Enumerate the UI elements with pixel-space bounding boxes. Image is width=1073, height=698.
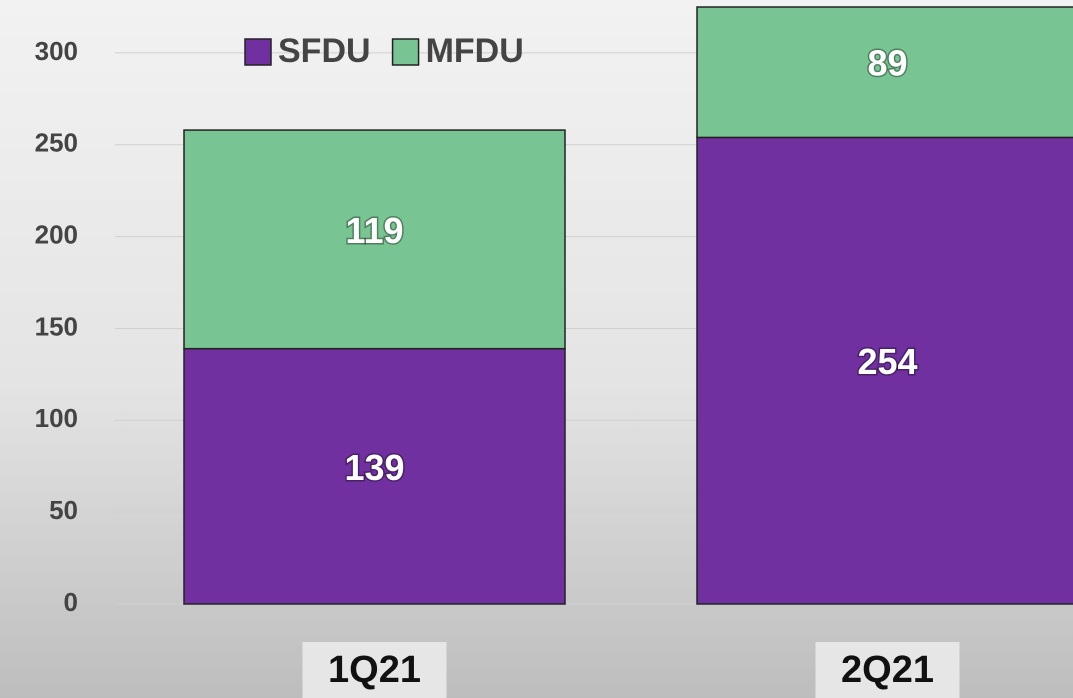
y-tick-label: 50 <box>49 495 78 525</box>
y-tick-label: 250 <box>35 128 78 158</box>
y-tick-label: 150 <box>35 311 78 341</box>
value-label: 254 <box>857 341 917 382</box>
chart: 0 50 100 150 200 250 300 139 119 1Q21 254 89 2Q21 SFD… <box>0 0 1073 698</box>
y-tick-label: 200 <box>35 219 78 249</box>
value-label: 89 <box>867 43 907 84</box>
x-tick-label: 1Q21 <box>328 649 421 691</box>
legend-label: MFDU <box>426 32 524 70</box>
y-tick-label: 300 <box>35 36 78 66</box>
y-tick-label: 0 <box>64 587 78 617</box>
value-label: 119 <box>345 210 403 251</box>
x-tick-label: 2Q21 <box>841 649 934 691</box>
legend-swatch <box>245 39 271 65</box>
legend-swatch <box>393 39 419 65</box>
legend-label: SFDU <box>278 32 371 70</box>
y-tick-label: 100 <box>35 403 78 433</box>
value-label: 139 <box>344 447 404 488</box>
